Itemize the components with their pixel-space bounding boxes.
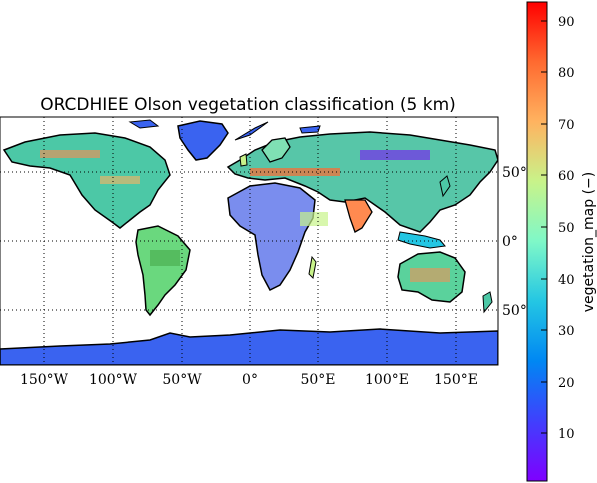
colorbar-tick-label: 50 bbox=[558, 221, 575, 236]
colorbar-ticks bbox=[541, 20, 547, 434]
lat-tick-label: 50° bbox=[502, 303, 527, 319]
lat-tick-label: 0° bbox=[502, 234, 518, 250]
colorbar: 10 20 30 40 50 60 70 80 90 vegetation_ma… bbox=[526, 1, 597, 482]
map-frame bbox=[0, 116, 499, 366]
india-landmass bbox=[344, 199, 373, 233]
south-america-landmass bbox=[135, 225, 191, 317]
scandinavia-landmass bbox=[261, 137, 291, 163]
lon-tick-label: 0° bbox=[242, 372, 258, 388]
map-title: ORCDHIEE Olson vegetation classification… bbox=[40, 95, 456, 115]
lat-tick-labels: 50° 0° 50° bbox=[502, 165, 527, 319]
graticule bbox=[0, 117, 498, 365]
colorbar-tick-label: 10 bbox=[558, 427, 575, 442]
lon-tick-label: 100°E bbox=[365, 372, 409, 388]
lon-tick-label: 50°W bbox=[162, 372, 202, 388]
vegetation-patches bbox=[40, 150, 450, 282]
lon-tick-label: 150°W bbox=[20, 372, 69, 388]
colorbar-tick-label: 60 bbox=[558, 169, 575, 184]
lon-tick-label: 100°W bbox=[89, 372, 138, 388]
colorbar-tick-label: 40 bbox=[558, 273, 575, 288]
uk-landmass bbox=[239, 153, 248, 167]
colorbar-tick-label: 80 bbox=[558, 66, 575, 81]
lon-tick-label: 150°E bbox=[434, 372, 478, 388]
madagascar-landmass bbox=[308, 255, 317, 280]
arctic-ice-islands bbox=[128, 119, 321, 141]
colorbar-tick-label: 90 bbox=[558, 15, 575, 30]
lat-tick-label: 50° bbox=[502, 165, 527, 181]
new-zealand-landmass bbox=[482, 291, 493, 314]
colorbar-gradient bbox=[526, 1, 548, 482]
japan-landmass bbox=[439, 175, 451, 198]
eurasia-landmass bbox=[226, 131, 498, 233]
antarctica-landmass bbox=[0, 328, 498, 365]
greenland-landmass bbox=[177, 120, 229, 161]
colorbar-tick-label: 20 bbox=[558, 376, 575, 391]
map-panel bbox=[0, 117, 498, 365]
colorbar-tick-label: 70 bbox=[558, 118, 575, 133]
colorbar-tick-label: 30 bbox=[558, 324, 575, 339]
colorbar-label: vegetation_map (−) bbox=[581, 172, 597, 313]
lon-tick-labels: 150°W 100°W 50°W 0° 50°E 100°E 150°E bbox=[20, 372, 478, 388]
lon-tick-label: 50°E bbox=[300, 372, 335, 388]
